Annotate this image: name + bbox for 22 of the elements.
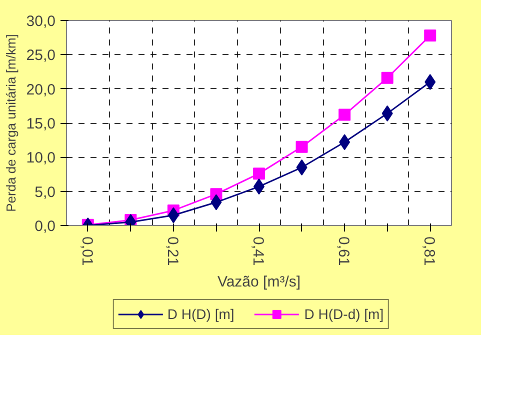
y-tick-label: 0,0 (34, 218, 56, 235)
y-tick-label: 10,0 (26, 150, 56, 167)
x-tick-label: 0,01 (78, 236, 96, 266)
point (424, 74, 436, 90)
point (381, 72, 394, 84)
y-tick-label: 15,0 (26, 116, 56, 132)
point (253, 168, 265, 180)
x-tick-label: 0,81 (420, 236, 438, 266)
y-axis-title: Perda de carga unitária [m/km] (3, 34, 18, 212)
x-axis-title: Vazão [m³/s] (217, 274, 301, 291)
x-tick-label: 0,61 (335, 236, 352, 266)
x-tick-label: 0,21 (164, 236, 181, 266)
legend-label: D H(D) [m] (167, 306, 234, 322)
y-tick-label: 25,0 (26, 47, 56, 64)
legend-label: D H(D-d) [m] (304, 306, 384, 322)
point (424, 30, 436, 42)
x-tick-label: 0,41 (250, 236, 266, 266)
point (338, 108, 351, 121)
y-tick-label: 20,0 (26, 81, 56, 98)
point (296, 140, 308, 153)
y-tick-label: 30,0 (26, 13, 56, 30)
y-tick-label: 5,0 (34, 184, 56, 201)
